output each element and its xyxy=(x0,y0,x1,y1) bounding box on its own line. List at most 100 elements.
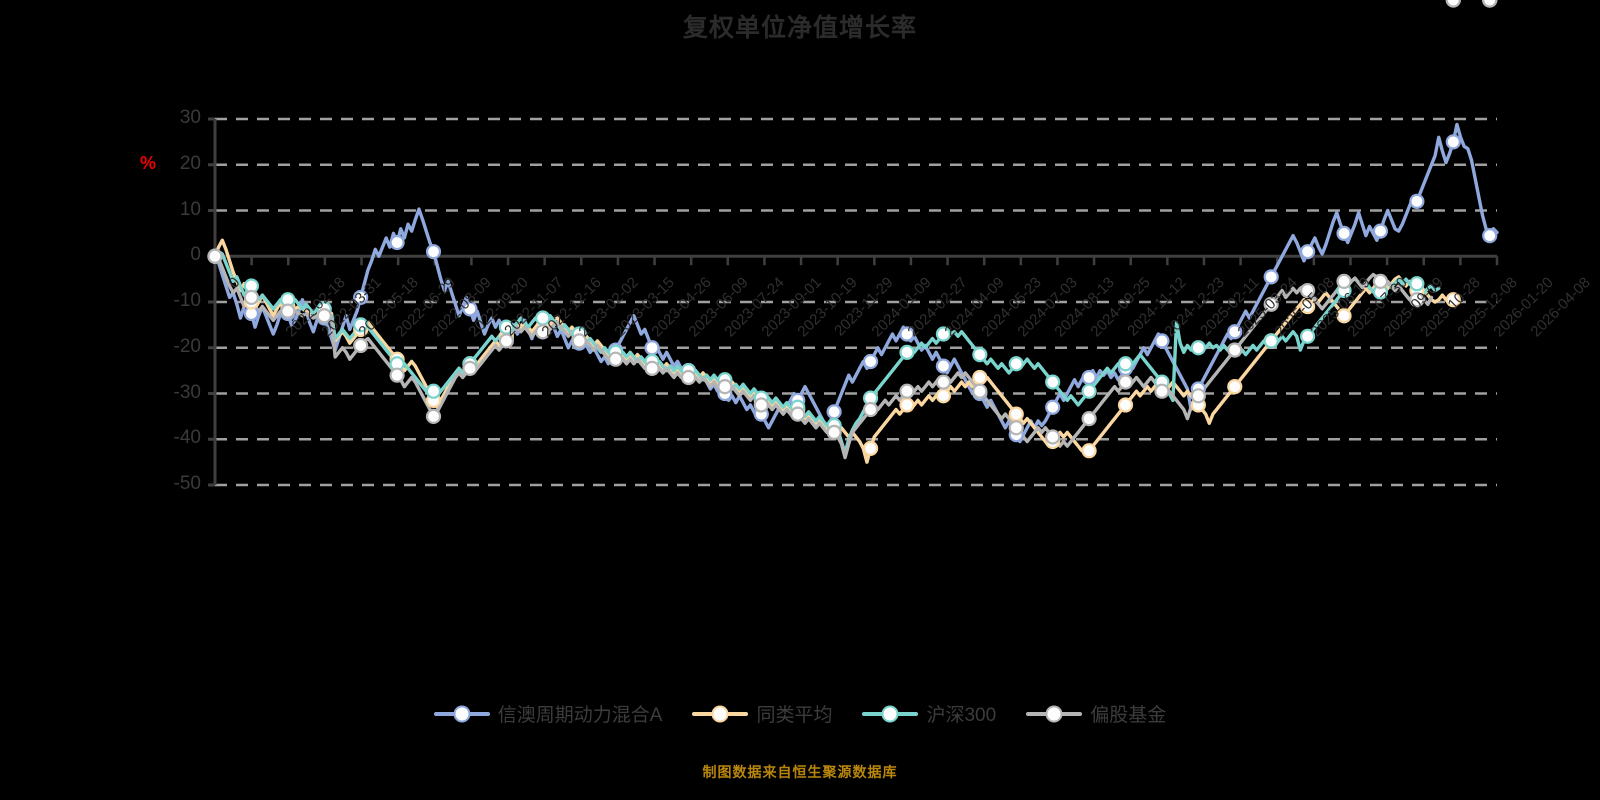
series-marker xyxy=(1336,308,1352,324)
legend-label: 信澳周期动力混合A xyxy=(497,705,663,726)
series-marker xyxy=(1409,292,1425,308)
series-marker xyxy=(608,351,624,367)
series-marker xyxy=(498,333,514,349)
series-marker xyxy=(1190,340,1206,356)
y-tick-label: 0 xyxy=(190,244,201,266)
y-tick-label: 10 xyxy=(179,198,201,220)
series-marker xyxy=(717,379,733,395)
series-marker xyxy=(1190,388,1206,404)
series-marker xyxy=(243,289,260,306)
series-marker xyxy=(207,248,223,264)
legend-item-hs300[interactable]: 沪深300 xyxy=(862,700,996,727)
series-marker xyxy=(1081,383,1097,399)
series-line-偏股基金 xyxy=(213,254,1434,460)
series-marker xyxy=(862,353,879,370)
series-marker xyxy=(316,308,332,324)
series-marker xyxy=(1336,273,1352,290)
y-tick-label: -50 xyxy=(173,473,201,494)
series-marker xyxy=(1154,383,1170,399)
legend-marker-icon xyxy=(1045,705,1063,722)
page-title: 复权单位净值增长率 xyxy=(682,14,917,42)
series-marker xyxy=(1263,296,1279,312)
series-marker xyxy=(1117,374,1134,390)
series-marker xyxy=(826,424,842,440)
series-marker xyxy=(280,303,296,319)
legend-swatch-icon xyxy=(862,705,919,722)
series-marker xyxy=(862,401,879,418)
series-marker xyxy=(1081,443,1097,459)
legend-item-fund[interactable]: 信澳周期动力混合A xyxy=(433,700,663,727)
series-marker xyxy=(353,317,369,333)
series-marker xyxy=(935,326,952,342)
y-tick-label: -40 xyxy=(173,427,201,449)
series-marker xyxy=(790,406,806,422)
series-marker xyxy=(899,344,915,360)
series-marker xyxy=(1227,324,1243,340)
chart-legend: 信澳周期动力混合A 同类平均 沪深300 偏股基金 xyxy=(0,700,1600,727)
y-axis-unit-label: % xyxy=(140,152,157,173)
series-marker xyxy=(1045,429,1061,445)
y-tick-label: -10 xyxy=(173,290,201,311)
series-marker xyxy=(644,360,660,376)
y-tick-label: 20 xyxy=(179,152,201,174)
series-marker xyxy=(1263,333,1279,349)
series-marker xyxy=(972,347,988,363)
series-marker xyxy=(753,397,769,413)
series-marker xyxy=(571,333,587,349)
series-marker xyxy=(1045,374,1061,390)
series-marker xyxy=(1445,0,1461,8)
series-marker xyxy=(899,326,915,342)
series-marker xyxy=(389,367,405,383)
x-tick-label: 0 xyxy=(225,274,244,293)
legend-swatch-icon xyxy=(433,705,490,722)
legend-label: 沪深300 xyxy=(926,705,997,726)
series-marker xyxy=(389,234,405,251)
series-marker xyxy=(1409,276,1425,292)
series-marker xyxy=(1045,399,1061,415)
footer-note: 制图数据来自恒生聚源数据库 xyxy=(702,764,898,780)
legend-label: 偏股基金 xyxy=(1090,705,1167,726)
legend-marker-icon xyxy=(711,705,729,722)
legend-label: 同类平均 xyxy=(756,705,833,726)
series-marker xyxy=(680,369,697,386)
series-marker xyxy=(425,408,442,424)
series-marker xyxy=(1154,333,1170,349)
series-marker xyxy=(425,383,442,399)
series-marker xyxy=(353,289,369,306)
series-marker xyxy=(1336,225,1352,241)
y-tick-label: 30 xyxy=(179,107,201,128)
series-marker xyxy=(862,440,879,456)
series-marker xyxy=(899,383,915,399)
series-marker xyxy=(1409,193,1425,209)
y-tick-label: -20 xyxy=(173,335,201,357)
y-tick-label: -30 xyxy=(173,381,201,403)
series-marker xyxy=(1263,269,1279,285)
series-marker xyxy=(1227,379,1243,395)
series-marker xyxy=(935,358,952,374)
series-marker xyxy=(1117,356,1134,372)
series-marker xyxy=(1372,223,1389,239)
series-marker xyxy=(462,301,478,317)
series-marker xyxy=(1300,328,1316,344)
legend-swatch-icon xyxy=(692,705,749,722)
series-marker xyxy=(1445,292,1461,308)
legend-item-peer_avg[interactable]: 同类平均 xyxy=(692,700,832,727)
series-marker xyxy=(1300,298,1316,315)
series-marker xyxy=(1300,282,1316,299)
series-marker xyxy=(1081,411,1097,427)
series-marker xyxy=(1227,342,1243,358)
series-marker xyxy=(1445,134,1461,150)
series-marker xyxy=(1117,397,1134,413)
legend-item-equity_fund[interactable]: 偏股基金 xyxy=(1026,700,1166,727)
series-line-信澳周期动力混合A xyxy=(213,122,1499,444)
legend-swatch-icon xyxy=(1026,705,1083,722)
series-marker xyxy=(1482,228,1498,244)
legend-marker-icon xyxy=(453,705,471,722)
series-marker xyxy=(535,324,551,340)
series-marker xyxy=(935,374,952,390)
series-marker xyxy=(1300,244,1316,260)
